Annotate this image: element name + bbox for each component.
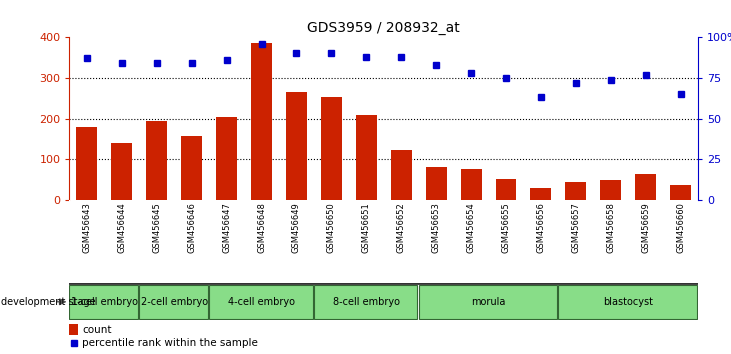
Text: 1-cell embryo: 1-cell embryo xyxy=(71,297,138,307)
Bar xyxy=(391,150,412,200)
Bar xyxy=(635,175,656,200)
Bar xyxy=(531,188,551,200)
Text: GSM456656: GSM456656 xyxy=(537,202,545,253)
Bar xyxy=(251,43,272,200)
Text: GSM456648: GSM456648 xyxy=(257,202,266,253)
Bar xyxy=(140,285,208,319)
Bar xyxy=(286,92,307,200)
Text: GSM456643: GSM456643 xyxy=(83,202,91,253)
Text: GSM456649: GSM456649 xyxy=(292,202,301,253)
Bar xyxy=(77,127,97,200)
Bar xyxy=(321,97,342,200)
Text: development stage: development stage xyxy=(1,297,96,307)
Text: GSM456651: GSM456651 xyxy=(362,202,371,253)
Text: 2-cell embryo: 2-cell embryo xyxy=(140,297,208,307)
Bar xyxy=(419,285,557,319)
Bar xyxy=(558,285,697,319)
Bar xyxy=(209,285,313,319)
Bar xyxy=(425,167,447,200)
Text: GSM456647: GSM456647 xyxy=(222,202,231,253)
Text: GSM456654: GSM456654 xyxy=(466,202,476,253)
Text: GSM456644: GSM456644 xyxy=(118,202,126,253)
Bar xyxy=(565,182,586,200)
Bar xyxy=(496,179,517,200)
Text: count: count xyxy=(83,325,112,335)
Text: percentile rank within the sample: percentile rank within the sample xyxy=(83,338,258,348)
Text: GSM456653: GSM456653 xyxy=(432,202,441,253)
Bar xyxy=(69,285,138,319)
Text: GSM456657: GSM456657 xyxy=(572,202,580,253)
Bar xyxy=(181,136,202,200)
Bar xyxy=(111,143,132,200)
Text: blastocyst: blastocyst xyxy=(603,297,654,307)
Text: GSM456652: GSM456652 xyxy=(397,202,406,253)
Text: 4-cell embryo: 4-cell embryo xyxy=(228,297,295,307)
Text: GSM456650: GSM456650 xyxy=(327,202,336,253)
Text: GSM456646: GSM456646 xyxy=(187,202,196,253)
Bar xyxy=(146,121,167,200)
Bar xyxy=(216,116,237,200)
Bar xyxy=(314,285,417,319)
Text: GSM456645: GSM456645 xyxy=(152,202,162,253)
Bar xyxy=(356,115,376,200)
Title: GDS3959 / 208932_at: GDS3959 / 208932_at xyxy=(308,21,460,35)
Bar xyxy=(461,170,482,200)
Text: GSM456659: GSM456659 xyxy=(641,202,650,253)
Bar xyxy=(600,180,621,200)
Bar xyxy=(69,324,78,335)
Text: GSM456660: GSM456660 xyxy=(676,202,685,253)
Text: 8-cell embryo: 8-cell embryo xyxy=(333,297,400,307)
Text: GSM456655: GSM456655 xyxy=(501,202,510,253)
Bar xyxy=(670,184,691,200)
Text: morula: morula xyxy=(471,297,506,307)
Text: GSM456658: GSM456658 xyxy=(606,202,616,253)
